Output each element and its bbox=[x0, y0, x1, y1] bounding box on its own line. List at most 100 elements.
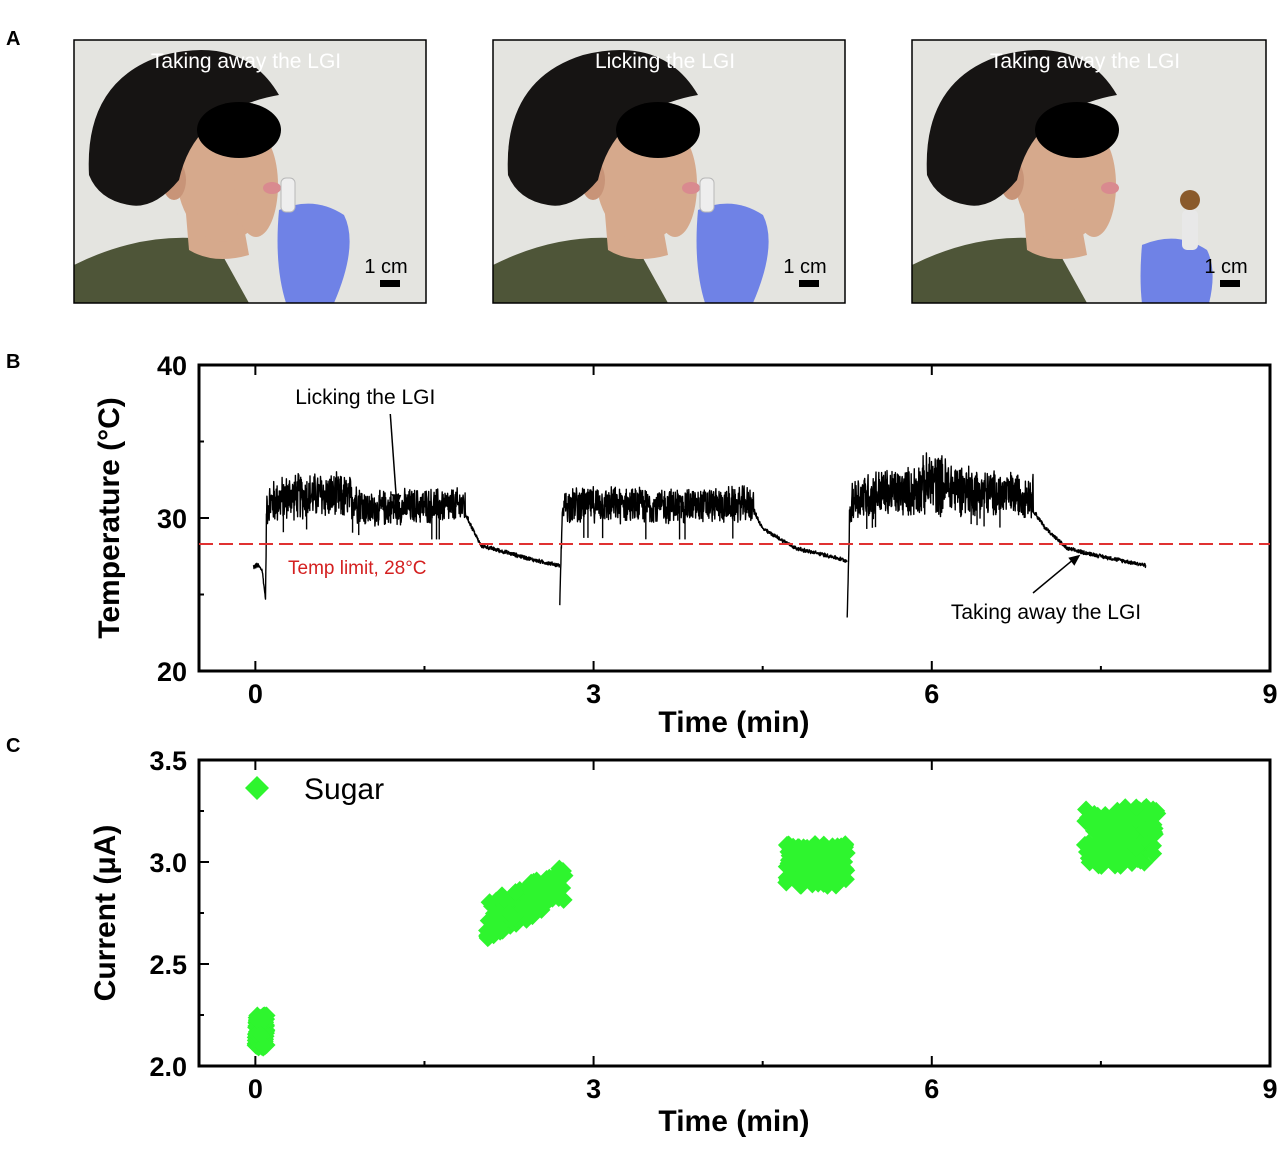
temperature-y-axis-title: Temperature (°C) bbox=[93, 397, 126, 638]
photo-2 bbox=[493, 40, 845, 303]
glove bbox=[1140, 238, 1213, 303]
hair bbox=[926, 50, 1117, 206]
sugar-point bbox=[487, 909, 506, 928]
scale-bar-label: 1 cm bbox=[783, 256, 826, 278]
scale-bar bbox=[1220, 280, 1240, 287]
photo-caption: Taking away the LGI bbox=[151, 50, 341, 73]
lgi-handle bbox=[1182, 210, 1198, 250]
current-x-tick-label: 6 bbox=[924, 1074, 939, 1104]
current-chart: 0 3 6 9 2.0 2.5 3.0 3.5 Sugar Time (min) Curren… bbox=[89, 746, 1278, 1138]
sugar-point bbox=[1089, 856, 1108, 875]
sugar-point bbox=[1106, 856, 1125, 875]
sugar-point bbox=[1085, 820, 1104, 839]
face-profile bbox=[234, 133, 278, 237]
sugar-point bbox=[802, 838, 821, 857]
photo-caption: Licking the LGI bbox=[595, 50, 735, 73]
sugar-point bbox=[835, 852, 854, 871]
panel-letter-b: B bbox=[6, 351, 20, 373]
current-x-tick-label: 9 bbox=[1262, 1074, 1277, 1104]
photo-frame bbox=[492, 39, 846, 304]
annotation-taking-away: Taking away the LGI bbox=[951, 601, 1141, 624]
temperature-trace-segment-1 bbox=[252, 471, 561, 600]
temperature-axis-ticks: 0 3 6 9 20 30 40 bbox=[157, 351, 1278, 709]
annotation-taking-away-arrowhead bbox=[1068, 554, 1081, 566]
temperature-y-tick-label: 40 bbox=[157, 351, 187, 381]
glove bbox=[277, 203, 350, 303]
scale-bar bbox=[799, 280, 819, 287]
sugar-point bbox=[1097, 814, 1116, 833]
hair bbox=[88, 50, 280, 206]
sugar-point bbox=[1085, 805, 1104, 824]
sugar-point bbox=[1107, 844, 1126, 863]
temperature-series bbox=[252, 452, 1147, 618]
scale-bar-label: 1 cm bbox=[364, 256, 407, 278]
temperature-x-tick-label: 6 bbox=[924, 679, 939, 709]
annotation-licking-arrow bbox=[389, 413, 398, 499]
sugar-series bbox=[246, 798, 1167, 1057]
face-profile bbox=[1072, 133, 1116, 237]
legend-marker-sugar bbox=[245, 776, 269, 800]
sugar-point bbox=[1116, 798, 1135, 817]
sugar-point bbox=[1079, 837, 1098, 856]
annotation-licking: Licking the LGI bbox=[295, 386, 435, 409]
sugar-point bbox=[814, 835, 833, 854]
annotation-licking-arrowhead bbox=[391, 493, 402, 506]
temperature-y-tick-label: 30 bbox=[157, 504, 187, 534]
sugar-point bbox=[786, 870, 805, 889]
temperature-trace-segment-3 bbox=[846, 452, 1147, 618]
current-y-tick-label: 3.5 bbox=[149, 746, 187, 776]
sugar-point bbox=[803, 862, 822, 881]
photo-frame bbox=[911, 39, 1267, 304]
current-y-tick-label: 2.5 bbox=[149, 950, 187, 980]
current-axis-ticks: 0 3 6 9 2.0 2.5 3.0 3.5 bbox=[149, 746, 1277, 1104]
current-y-tick-label: 3.0 bbox=[149, 848, 187, 878]
hair bbox=[507, 50, 698, 206]
current-x-tick-label: 0 bbox=[248, 1074, 263, 1104]
sugar-point bbox=[1128, 850, 1147, 869]
temperature-x-axis-title: Time (min) bbox=[658, 706, 809, 739]
temperature-y-tick-label: 20 bbox=[157, 657, 187, 687]
sugar-point bbox=[1123, 834, 1142, 853]
tongue bbox=[1101, 182, 1119, 194]
sugar-point bbox=[836, 870, 855, 889]
photo-3 bbox=[912, 40, 1266, 303]
privacy-mask bbox=[616, 102, 700, 158]
panel-letter-c: C bbox=[6, 735, 20, 757]
current-y-tick-label: 2.0 bbox=[149, 1052, 187, 1082]
lgi-device bbox=[1180, 190, 1200, 210]
sugar-point bbox=[515, 896, 534, 915]
panel-letter-a: A bbox=[6, 28, 20, 50]
temperature-x-tick-label: 3 bbox=[586, 679, 601, 709]
temperature-chart: 0 3 6 9 20 30 40 Temp limit, 28°C Licking the … bbox=[93, 351, 1278, 739]
sugar-point bbox=[529, 876, 548, 895]
glove bbox=[696, 203, 769, 303]
current-x-axis-title: Time (min) bbox=[658, 1105, 809, 1138]
scale-bar-label: 1 cm bbox=[1204, 256, 1247, 278]
sugar-point bbox=[1127, 798, 1146, 817]
privacy-mask bbox=[1035, 102, 1119, 158]
temp-limit-label: Temp limit, 28°C bbox=[288, 558, 427, 579]
tongue bbox=[263, 182, 281, 194]
photo-1 bbox=[74, 40, 426, 303]
current-x-tick-label: 3 bbox=[586, 1074, 601, 1104]
temperature-x-tick-label: 9 bbox=[1262, 679, 1277, 709]
face-profile bbox=[653, 133, 697, 237]
sugar-point bbox=[253, 1011, 272, 1030]
photo-row: Taking away the LGI 1 cm Licking the LGI 1 … bbox=[73, 39, 1267, 304]
scale-bar bbox=[380, 280, 400, 287]
current-y-axis-title: Current (μA) bbox=[89, 825, 122, 1002]
legend-label-sugar: Sugar bbox=[304, 773, 384, 806]
sugar-point bbox=[788, 852, 807, 871]
temperature-trace-segment-2 bbox=[559, 485, 848, 606]
temperature-x-tick-label: 0 bbox=[248, 679, 263, 709]
photo-caption: Taking away the LGI bbox=[990, 50, 1180, 73]
lgi-device bbox=[699, 177, 715, 213]
sugar-point bbox=[506, 883, 525, 902]
sugar-point bbox=[1144, 800, 1163, 819]
privacy-mask bbox=[197, 102, 281, 158]
sugar-point bbox=[255, 1037, 274, 1056]
lgi-device bbox=[280, 177, 296, 213]
sugar-point bbox=[1144, 844, 1163, 863]
